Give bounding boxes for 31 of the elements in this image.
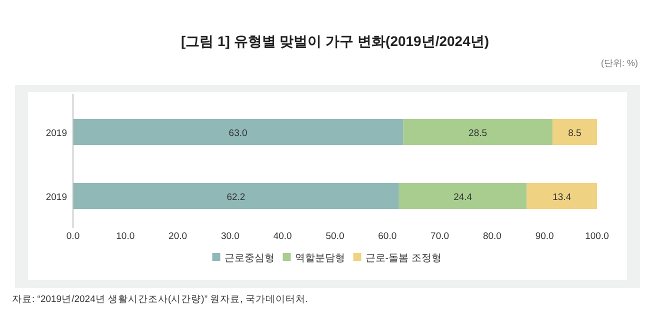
x-tick-label: 20.0 — [168, 231, 188, 242]
text: 자료: “2019년/2024년 생활시간조사(시간량)” 원자료, 국가데이터처. — [12, 294, 308, 305]
legend-label: 역할분담형 — [294, 253, 345, 264]
data-label: 24.4 — [454, 192, 472, 203]
data-label: 28.5 — [468, 128, 488, 139]
y-tick-label: 2019 — [46, 192, 67, 203]
x-tick-label: 50.0 — [326, 231, 344, 242]
x-tick-label: 90.0 — [535, 231, 554, 242]
x-tick-label: 80.0 — [482, 231, 502, 242]
x-tick-label: 60.0 — [378, 231, 397, 242]
bar — [403, 119, 552, 145]
chart-title: [그림 1] 유형별 맞벌이 가구 변화(2019년/2024년) — [180, 33, 490, 49]
bar — [398, 183, 527, 209]
bar — [73, 119, 404, 145]
bar — [73, 183, 399, 209]
bar — [552, 119, 597, 145]
x-tick-label: 70.0 — [430, 231, 450, 242]
legend-label: 근로중심형 — [224, 253, 274, 264]
bar — [526, 183, 597, 209]
x-tick-label: 30.0 — [220, 231, 240, 242]
data-label: 13.4 — [552, 192, 572, 203]
y-tick-label: 2019 — [46, 128, 67, 139]
text: (단위: %) — [601, 58, 638, 68]
x-tick-label: 100.0 — [585, 231, 609, 242]
x-tick-label: 10.0 — [116, 231, 135, 242]
x-tick-label: 0.0 — [66, 231, 80, 242]
data-label: 8.5 — [568, 128, 582, 139]
x-tick-label: 40.0 — [273, 231, 292, 242]
data-label: 63.0 — [228, 128, 248, 139]
data-label: 62.2 — [226, 192, 246, 203]
legend-label: 근로-돌봄 조정형 — [365, 253, 442, 264]
